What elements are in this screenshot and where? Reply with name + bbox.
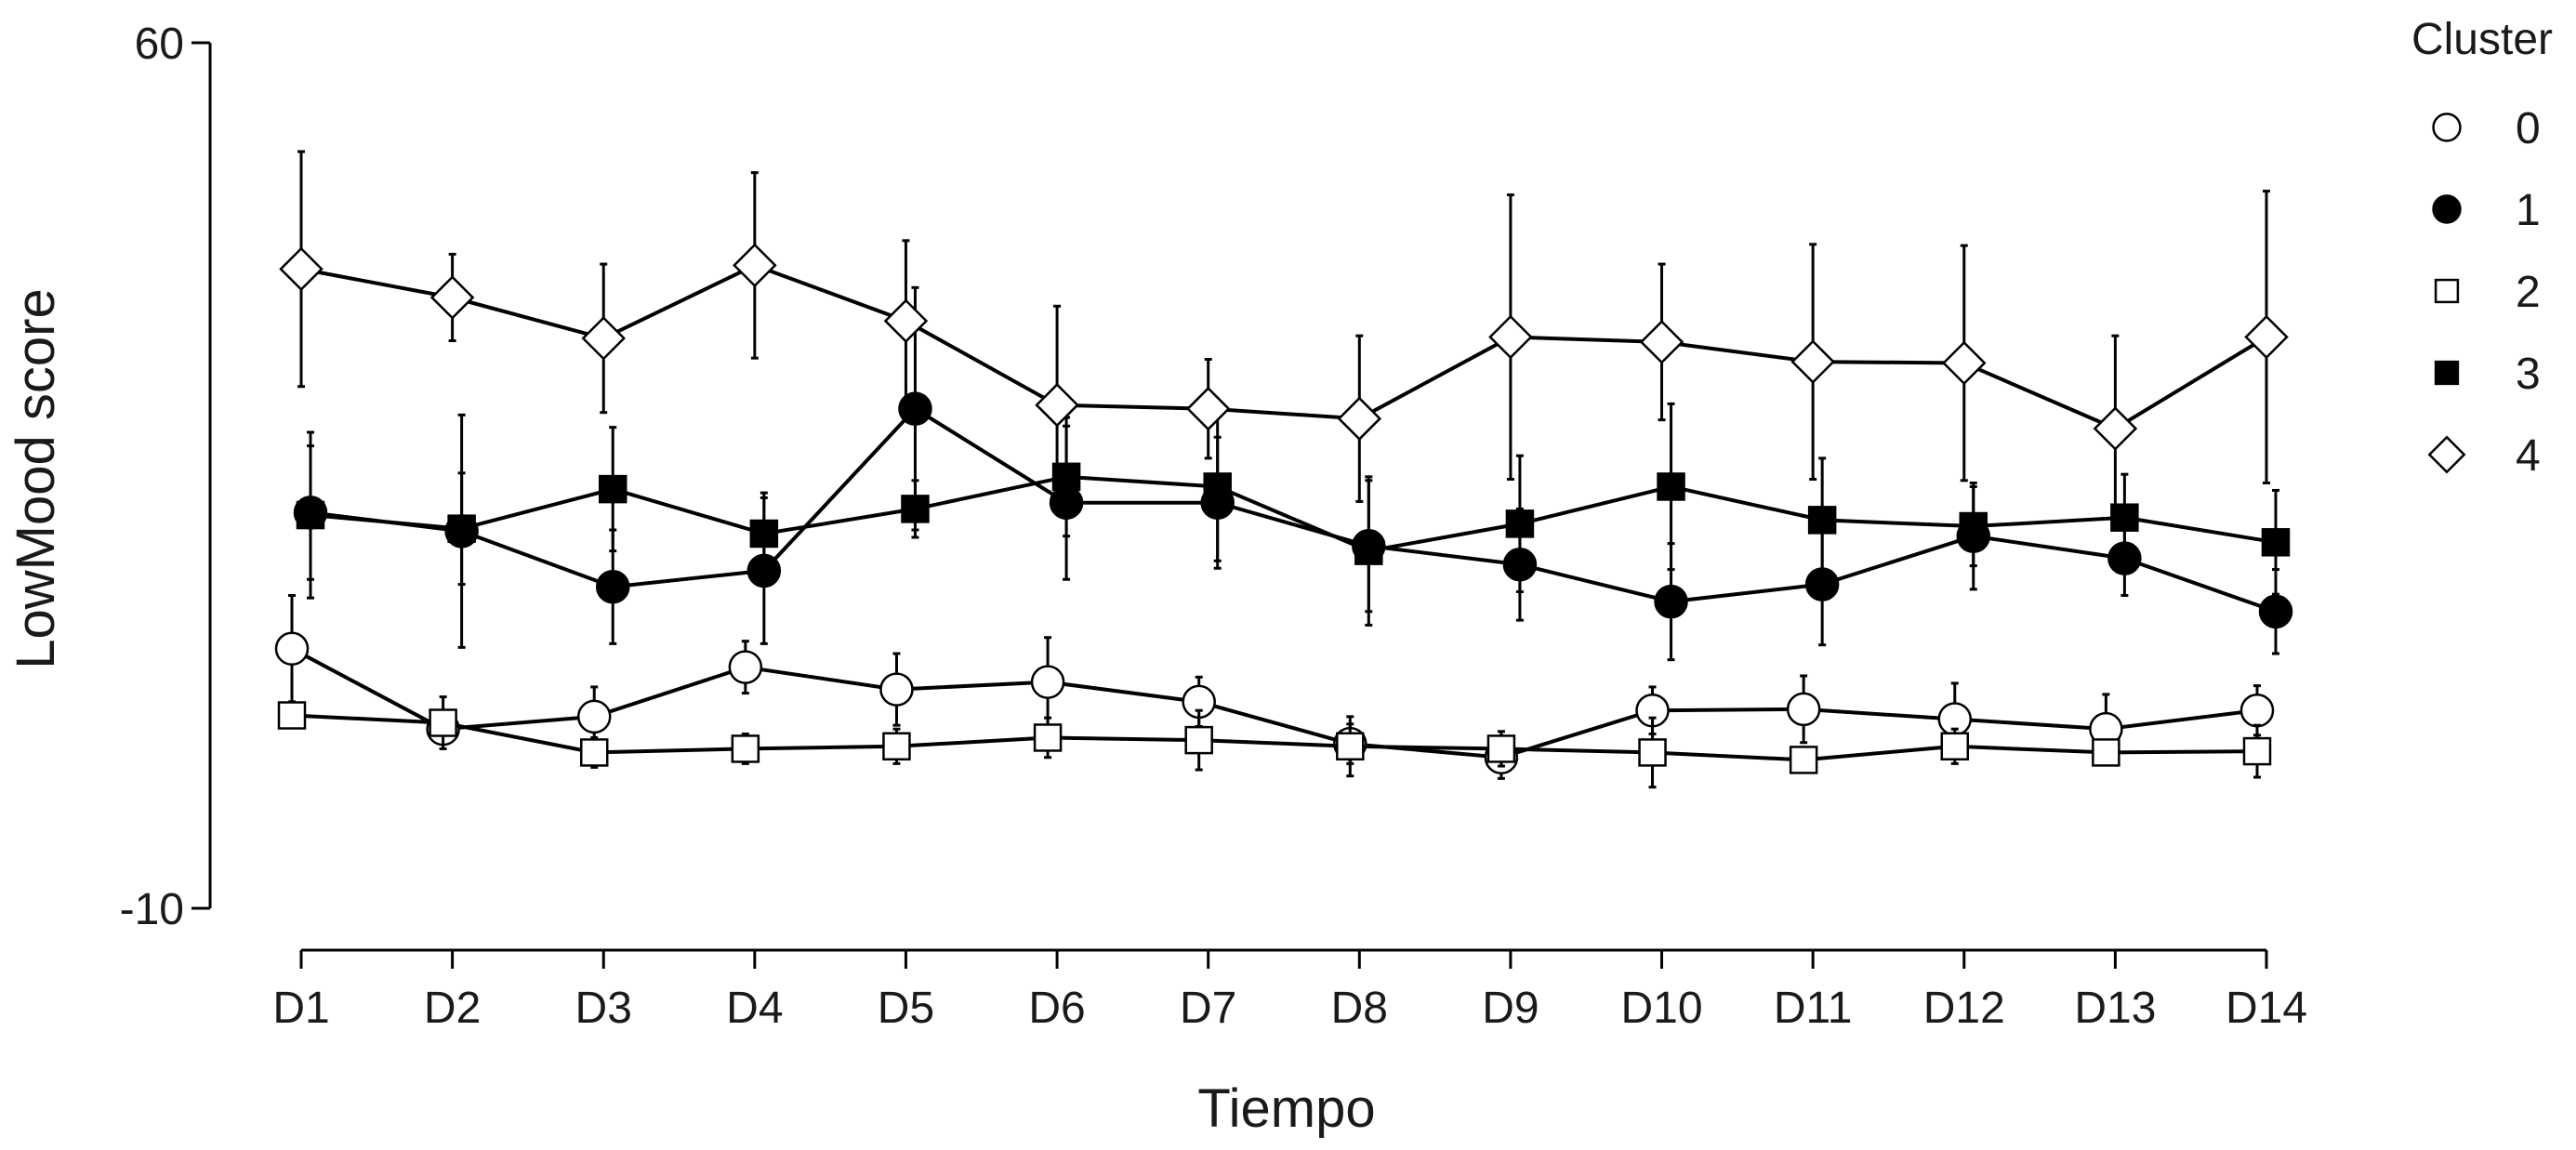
x-axis-title: Tiempo	[1197, 1078, 1375, 1139]
x-tick-label: D14	[2226, 984, 2307, 1033]
y-axis-title: LowMood score	[6, 288, 66, 668]
data-point	[1942, 340, 1987, 386]
legend-label: 4	[2516, 431, 2541, 481]
data-point	[901, 495, 930, 523]
legend-marker	[2434, 360, 2460, 386]
data-point	[1184, 725, 1213, 755]
plot-area	[274, 150, 2293, 789]
x-tick-label: D13	[2074, 984, 2156, 1033]
data-point	[728, 650, 763, 684]
data-point	[1638, 738, 1667, 767]
y-tick-label: 60	[135, 20, 184, 69]
data-point	[2244, 314, 2289, 360]
legend-title: Cluster	[2411, 15, 2553, 64]
data-point	[1505, 509, 1535, 538]
legend-marker	[2432, 112, 2462, 142]
data-point	[733, 243, 777, 288]
data-point	[429, 275, 475, 320]
legend: Cluster 0 1 2 3 4	[2411, 15, 2553, 481]
data-point	[1336, 732, 1365, 761]
legend-marker	[2434, 278, 2460, 304]
legend-item-4: 4	[2427, 431, 2541, 481]
data-point	[731, 734, 760, 763]
x-tick-label: D4	[726, 984, 783, 1033]
data-point	[1959, 511, 1988, 541]
data-point	[883, 298, 929, 344]
legend-label: 1	[2516, 186, 2541, 235]
data-point	[579, 738, 609, 767]
x-tick-label: D5	[878, 984, 934, 1033]
legend-item-0: 0	[2432, 104, 2541, 153]
series-3	[296, 402, 2291, 627]
data-point	[296, 500, 325, 530]
data-point	[1654, 584, 1688, 619]
data-point	[1940, 732, 1970, 761]
data-point	[1030, 665, 1065, 699]
series-line	[310, 474, 2277, 553]
series-4	[279, 150, 2289, 523]
legend-label: 0	[2516, 104, 2541, 153]
data-point	[1786, 692, 1821, 727]
data-point	[2261, 528, 2291, 557]
data-point	[882, 732, 911, 761]
data-point	[277, 701, 307, 730]
x-tick-label: D3	[575, 984, 632, 1033]
data-point	[2092, 738, 2120, 767]
data-point	[598, 474, 627, 504]
legend-label: 2	[2516, 268, 2541, 317]
data-point	[576, 699, 612, 734]
x-tick-label: D8	[1331, 984, 1388, 1033]
series-0	[274, 594, 2275, 780]
data-point	[1203, 472, 1232, 501]
data-point	[1488, 314, 1533, 360]
data-point	[1354, 536, 1383, 565]
x-tick-label: D10	[1621, 984, 1703, 1033]
data-point	[2093, 406, 2138, 451]
data-point	[1035, 382, 1079, 428]
x-tick-label: D11	[1774, 984, 1853, 1033]
legend-marker	[2427, 435, 2466, 474]
legend-item-1: 1	[2432, 186, 2541, 235]
data-point	[1807, 506, 1837, 535]
data-point	[749, 519, 779, 549]
data-point	[1337, 396, 1382, 442]
x-tick-label: D1	[272, 984, 329, 1033]
data-point	[2242, 736, 2272, 766]
x-tick-label: D9	[1482, 984, 1539, 1033]
data-point	[595, 569, 630, 604]
series-line	[310, 406, 2277, 614]
legend-item-2: 2	[2434, 268, 2541, 317]
data-point	[447, 514, 476, 543]
x-tick-label: D6	[1028, 984, 1085, 1033]
data-point	[1033, 723, 1063, 752]
data-point	[879, 672, 914, 707]
data-point	[1657, 472, 1685, 501]
x-tick-label: D12	[1923, 984, 2005, 1033]
data-point	[581, 316, 626, 361]
series-line	[291, 646, 2258, 760]
data-point	[279, 246, 324, 292]
data-point	[898, 391, 932, 426]
x-axis: D1 D2 D3 D4 D5 D6 D7 D8 D9 D10 D11 D12 D13 D14	[272, 948, 2307, 1033]
data-point	[1639, 320, 1684, 364]
series-line	[291, 713, 2258, 762]
data-point	[274, 631, 310, 666]
data-point	[1789, 746, 1818, 774]
y-axis: -10 60	[120, 20, 212, 934]
x-tick-label: D7	[1180, 984, 1236, 1033]
legend-marker	[2432, 194, 2462, 224]
x-tick-label: D2	[424, 984, 481, 1033]
legend-label: 3	[2516, 350, 2541, 399]
data-point	[1486, 734, 1516, 763]
series-line	[300, 263, 2268, 431]
data-point	[1790, 339, 1835, 384]
data-point	[2239, 693, 2275, 728]
data-point	[2258, 594, 2293, 629]
series-2	[277, 695, 2272, 789]
y-tick-label: -10	[120, 885, 184, 934]
data-point	[429, 708, 457, 737]
data-point	[1185, 386, 1231, 431]
legend-item-3: 3	[2434, 350, 2541, 399]
